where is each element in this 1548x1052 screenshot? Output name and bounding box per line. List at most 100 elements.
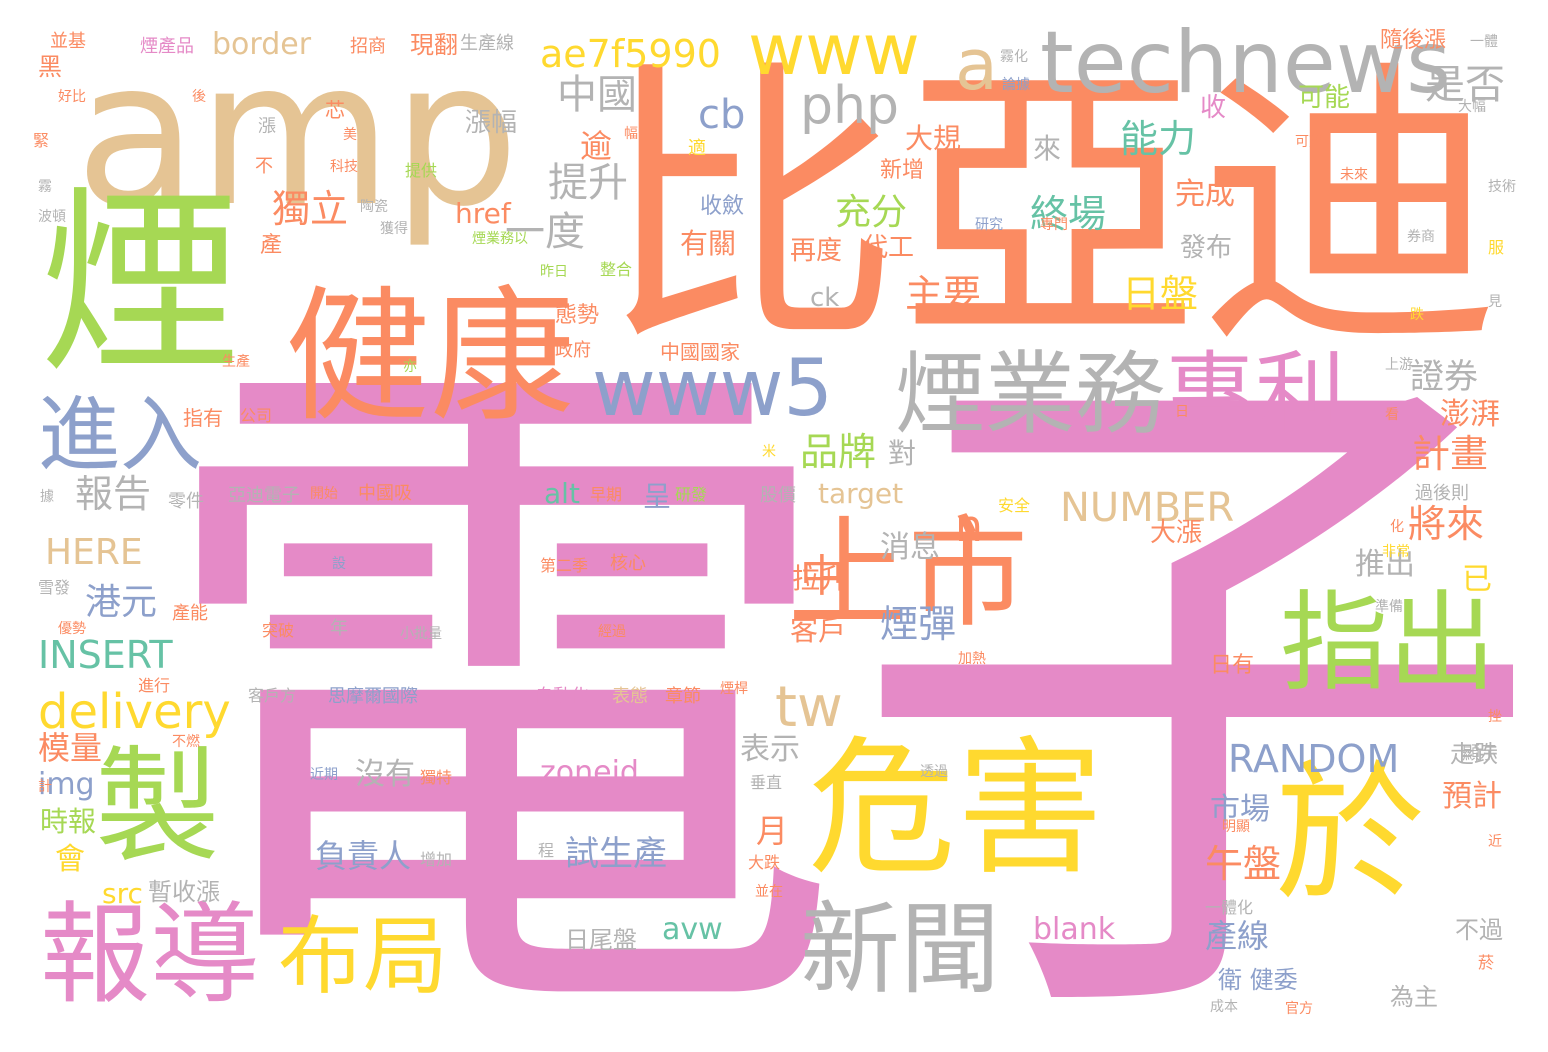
cloud-word: 看 bbox=[1385, 407, 1399, 423]
cloud-word: 黑 bbox=[38, 53, 62, 81]
cloud-word: 菸 bbox=[1478, 953, 1495, 972]
cloud-word: 於 bbox=[1275, 748, 1426, 922]
cloud-word: 表態 bbox=[612, 686, 648, 707]
cloud-word: 設 bbox=[332, 556, 346, 572]
cloud-word: www5 bbox=[592, 344, 834, 434]
cloud-word: 產 bbox=[260, 233, 283, 258]
cloud-word: src bbox=[102, 877, 143, 910]
cloud-word: 經過 bbox=[598, 624, 626, 640]
cloud-word: 進行 bbox=[138, 676, 171, 695]
cloud-word: 煙業務以 bbox=[472, 231, 528, 247]
cloud-word: 增加 bbox=[420, 850, 453, 869]
cloud-word: 計 bbox=[38, 779, 52, 795]
cloud-word: 完成 bbox=[1175, 177, 1235, 212]
cloud-word: 現翻 bbox=[410, 31, 458, 59]
cloud-word: 近 bbox=[1488, 834, 1502, 850]
cloud-word: 開始 bbox=[310, 486, 338, 502]
cloud-word: 股價 bbox=[760, 485, 796, 506]
cloud-word: 招商 bbox=[350, 36, 386, 57]
cloud-word: 產能 bbox=[172, 603, 208, 624]
cloud-word: 昨日 bbox=[540, 264, 568, 280]
cloud-word: RANDOM bbox=[1228, 737, 1400, 781]
cloud-word: 可望 bbox=[1295, 134, 1323, 150]
cloud-word: 態勢 bbox=[555, 303, 600, 328]
cloud-word: 透過 bbox=[920, 764, 948, 780]
cloud-word: 適 bbox=[688, 138, 706, 159]
cloud-word: a bbox=[955, 24, 998, 106]
cloud-word: 芯 bbox=[325, 98, 345, 122]
cloud-word: NUMBER bbox=[1060, 485, 1235, 531]
cloud-word: img bbox=[38, 767, 95, 802]
cloud-word: 思摩爾國際 bbox=[328, 686, 418, 707]
cloud-word: 是否 bbox=[1425, 62, 1505, 108]
cloud-word: 加熱 bbox=[958, 651, 986, 667]
cloud-word: 未來 bbox=[1340, 167, 1368, 183]
cloud-word: 緊 bbox=[33, 131, 50, 150]
cloud-word: 霧 bbox=[38, 179, 52, 195]
cloud-word: 好比 bbox=[58, 89, 86, 105]
cloud-word: 並在 bbox=[755, 884, 783, 900]
cloud-word: 發布 bbox=[1180, 233, 1233, 263]
cloud-word: 日盤 bbox=[1122, 272, 1199, 316]
cloud-word: 挫 bbox=[1488, 709, 1502, 725]
cloud-word: 來 bbox=[1033, 132, 1062, 165]
cloud-word: 優勢 bbox=[58, 621, 86, 637]
cloud-word: 進入 bbox=[38, 388, 203, 483]
cloud-word: 生產線 bbox=[460, 33, 514, 54]
cloud-word: 收 bbox=[1200, 93, 1227, 123]
cloud-word: 客戶方 bbox=[248, 686, 297, 705]
cloud-word: 預計 bbox=[1442, 779, 1502, 814]
cloud-word: 日有 bbox=[1210, 653, 1255, 678]
cloud-word: 獲得 bbox=[380, 221, 408, 237]
cloud-word: 日尾盤 bbox=[565, 926, 637, 954]
cloud-word: 指有 bbox=[183, 406, 223, 430]
cloud-word: 對 bbox=[888, 437, 917, 470]
cloud-word: 中 bbox=[800, 551, 844, 602]
cloud-word: ck bbox=[810, 283, 840, 313]
cloud-word: 技術 bbox=[1488, 179, 1516, 195]
cloud-word: 官方 bbox=[1285, 1001, 1313, 1017]
cloud-word: 公司 bbox=[240, 406, 273, 425]
cloud-word: 論據 bbox=[1002, 77, 1030, 93]
cloud-word: 獨特 bbox=[420, 768, 453, 787]
cloud-word: 專利 bbox=[1165, 342, 1345, 447]
cloud-word: 一度 bbox=[505, 209, 585, 255]
cloud-word: 章節 bbox=[665, 686, 701, 707]
cloud-word: 大漲 bbox=[1150, 518, 1203, 548]
cloud-word: 跌 bbox=[1410, 307, 1424, 323]
cloud-word: 收斂 bbox=[700, 194, 745, 219]
cloud-word: 煙桿 bbox=[720, 681, 748, 697]
cloud-word: 程 bbox=[538, 841, 555, 860]
cloud-word: 煙產品 bbox=[140, 36, 194, 57]
cloud-word: 終場 bbox=[1030, 192, 1107, 236]
cloud-word: 生產 bbox=[222, 354, 250, 370]
cloud-word: 產線 bbox=[1205, 917, 1270, 955]
cloud-word: blank bbox=[1033, 912, 1116, 947]
cloud-word: 有關 bbox=[680, 227, 737, 260]
cloud-word: 大跌 bbox=[748, 853, 781, 872]
cloud-word: 暫收漲 bbox=[148, 878, 220, 906]
cloud-word: avw bbox=[662, 912, 723, 947]
cloud-word: 市場 bbox=[1210, 792, 1270, 827]
cloud-word: 新聞 bbox=[800, 891, 1000, 1008]
cloud-word: 安全 bbox=[998, 496, 1031, 515]
cloud-word: 模量 bbox=[38, 729, 103, 767]
cloud-word: 不 bbox=[255, 156, 273, 177]
cloud-word: 主要 bbox=[905, 272, 982, 316]
cloud-word: 衛 健委 bbox=[1218, 966, 1298, 994]
cloud-word: 已 bbox=[1462, 562, 1492, 597]
cloud-word: href bbox=[455, 197, 511, 230]
cloud-word: 證券 bbox=[1410, 357, 1478, 397]
cloud-word: 政府 bbox=[555, 340, 591, 361]
cloud-word: 健康 bbox=[285, 273, 575, 442]
cloud-word: 見 bbox=[1488, 294, 1502, 310]
cloud-word: zoneid bbox=[540, 755, 639, 790]
cloud-word: 負責人 bbox=[315, 837, 412, 875]
cloud-word: 垂直 bbox=[750, 773, 783, 792]
cloud-word: 新增 bbox=[880, 158, 925, 183]
cloud-word: 波頓 bbox=[38, 209, 66, 225]
cloud-word: 後 bbox=[192, 89, 206, 105]
cloud-word: 上市 bbox=[788, 505, 1028, 644]
cloud-word: 米 bbox=[762, 444, 776, 460]
cloud-word: 核心 bbox=[610, 553, 646, 574]
